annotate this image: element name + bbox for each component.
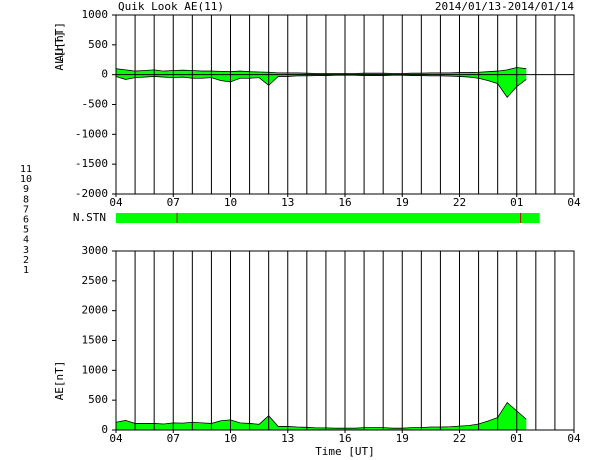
x-tick-label: 19: [396, 432, 409, 445]
station-number: 10: [20, 174, 32, 185]
x-tick-label: 16: [338, 196, 351, 209]
station-bar: [116, 213, 540, 223]
series-line: [115, 401, 527, 429]
station-number: 3: [23, 245, 29, 256]
y-tick-label: 0: [101, 68, 108, 81]
station-number: 7: [23, 204, 29, 215]
x-tick-label: 04: [109, 432, 123, 445]
strip-label: N.STN: [73, 211, 106, 224]
y-tick-label: 500: [88, 393, 108, 406]
x-tick-label: 19: [396, 196, 409, 209]
station-number: 4: [23, 235, 29, 246]
series-line: [115, 67, 527, 74]
station-number: 8: [23, 194, 29, 205]
x-tick-label: 07: [167, 196, 180, 209]
x-tick-label: 22: [453, 196, 466, 209]
x-tick-label: 22: [453, 432, 466, 445]
x-tick-label: 16: [338, 432, 351, 445]
area-fill: [116, 74, 527, 98]
y-tick-label: 1500: [82, 334, 109, 347]
y-tick-label: -1000: [75, 127, 108, 140]
area-fill: [116, 67, 527, 75]
date-range: 2014/01/13-2014/01/14: [435, 0, 574, 13]
y-axis-label: AE[nT]: [53, 361, 66, 401]
station-number: 9: [23, 184, 29, 195]
y-axis-label: AL[nT]: [53, 31, 66, 71]
station-number: 6: [23, 215, 29, 226]
y-tick-label: 3000: [82, 244, 109, 257]
x-tick-label: 01: [510, 196, 523, 209]
y-tick-label: -1500: [75, 157, 108, 170]
x-axis-label: Time [UT]: [315, 445, 375, 458]
x-tick-label: 13: [281, 196, 294, 209]
station-number: 1: [23, 265, 29, 276]
y-tick-label: 500: [88, 38, 108, 51]
x-tick-label: 10: [224, 196, 237, 209]
y-tick-label: 1000: [82, 8, 109, 21]
x-tick-label: 04: [567, 196, 581, 209]
x-tick-label: 10: [224, 432, 237, 445]
station-number: 2: [23, 255, 29, 266]
y-tick-label: -500: [82, 98, 109, 111]
y-tick-label: -2000: [75, 187, 108, 200]
chart-title: Quik Look AE(11): [118, 0, 224, 13]
y-tick-label: 1000: [82, 363, 109, 376]
x-tick-label: 13: [281, 432, 294, 445]
y-tick-label: 0: [101, 423, 108, 436]
x-tick-label: 07: [167, 432, 180, 445]
area-fill: [116, 402, 527, 430]
y-axis-label: AU[nT]: [53, 22, 66, 62]
x-tick-label: 01: [510, 432, 523, 445]
station-number: 11: [20, 164, 32, 175]
station-number: 5: [23, 225, 29, 236]
y-tick-label: 2500: [82, 274, 109, 287]
x-tick-label: 04: [567, 432, 581, 445]
series-line: [115, 74, 527, 98]
y-tick-label: 2000: [82, 304, 109, 317]
x-tick-label: 04: [109, 196, 123, 209]
